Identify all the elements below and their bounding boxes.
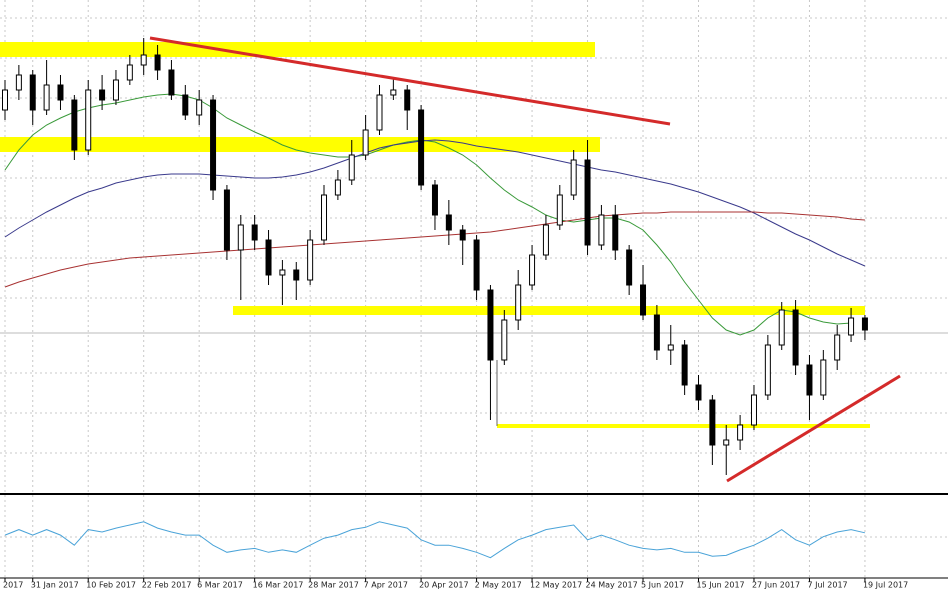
candle-body — [418, 109, 425, 186]
candle-body — [750, 394, 757, 426]
candle-body — [626, 249, 633, 286]
candle-body — [501, 319, 508, 361]
candle-body — [210, 99, 217, 191]
x-tick-label: 27 Jun 2017 — [752, 581, 800, 590]
candle-body — [653, 314, 660, 351]
candle-body — [473, 239, 480, 291]
x-tick-label: 5 Jun 2017 — [641, 581, 684, 590]
trend-line — [726, 374, 901, 483]
candle-body — [112, 79, 119, 101]
candle-body — [251, 224, 258, 241]
x-tick-label: 28 Mar 2017 — [308, 581, 359, 590]
candle-body — [598, 214, 605, 246]
candle-body — [848, 317, 855, 336]
x-tick-label: 10 Feb 2017 — [86, 581, 136, 590]
resistance-band — [0, 42, 595, 57]
candle-body — [196, 99, 203, 116]
candle-body — [723, 439, 730, 446]
candle-body — [404, 89, 411, 111]
x-tick-label: 20 Apr 2017 — [419, 581, 468, 590]
x-tick-label: 12 May 2017 — [530, 581, 582, 590]
candle-body — [529, 254, 536, 286]
candle-body — [237, 224, 244, 251]
candle-body — [279, 269, 286, 276]
candle-body — [99, 89, 106, 101]
candle-body — [71, 99, 78, 151]
candle-body — [2, 89, 8, 111]
candle-body — [459, 229, 466, 241]
candle-body — [640, 284, 647, 316]
candle-body — [445, 214, 452, 231]
candle-body — [834, 334, 841, 361]
x-tick-label: 19 Jul 2017 — [863, 581, 908, 590]
x-tick-label: 6 Mar 2017 — [197, 581, 243, 590]
candle-body — [612, 214, 619, 251]
candle-body — [431, 184, 438, 216]
candle-body — [806, 364, 813, 396]
candle-body — [861, 317, 868, 331]
candle-body — [764, 344, 771, 396]
candle-body — [168, 69, 175, 96]
x-tick-label: 7 Apr 2017 — [364, 581, 408, 590]
moving-average — [4, 139, 866, 267]
candle-body — [85, 89, 92, 151]
candle-body — [334, 179, 341, 196]
candle-body — [321, 194, 328, 241]
candle-body — [695, 384, 702, 401]
candle-body — [667, 344, 674, 351]
plot — [2, 38, 868, 559]
x-tick-label: 2017 — [3, 581, 23, 590]
candle-body — [390, 89, 397, 96]
x-tick-label: 15 Jun 2017 — [697, 581, 745, 590]
x-tick-label: 31 Jan 2017 — [31, 581, 79, 590]
candle-body — [126, 64, 133, 81]
x-tick-label: 24 May 2017 — [586, 581, 638, 590]
candle-body — [348, 154, 355, 181]
candle-body — [556, 194, 563, 226]
candle-body — [307, 239, 314, 281]
candle-body — [182, 94, 189, 116]
candle-body — [709, 399, 716, 446]
candle-body — [820, 359, 827, 396]
candle-body — [154, 54, 161, 71]
candle-body — [43, 84, 50, 111]
candle-body — [265, 239, 272, 276]
x-tick-label: 2 May 2017 — [475, 581, 522, 590]
candle-body — [792, 309, 799, 366]
candle-body — [487, 289, 494, 361]
trend-lines — [149, 36, 901, 483]
candle-body — [515, 284, 522, 321]
candle-body — [737, 424, 744, 441]
x-tick-label: 7 Jul 2017 — [807, 581, 847, 590]
candle-body — [57, 84, 64, 101]
candle-body — [542, 224, 549, 256]
candle-body — [293, 269, 300, 281]
candle-body — [570, 159, 577, 196]
candle-body — [584, 159, 591, 246]
candle-body — [376, 94, 383, 131]
moving-average — [4, 93, 852, 336]
support-band — [233, 306, 865, 315]
candle-body — [362, 129, 369, 156]
candle-body — [140, 54, 147, 66]
x-tick-label: 16 Mar 2017 — [253, 581, 304, 590]
candle-body — [778, 309, 785, 346]
candle-body — [681, 344, 688, 386]
trend-line — [149, 36, 671, 126]
candle-body — [223, 189, 230, 251]
oscillator-line — [4, 521, 866, 559]
moving-average — [4, 211, 865, 288]
candle-body — [15, 74, 22, 91]
candle-body — [29, 74, 36, 111]
x-tick-label: 22 Feb 2017 — [142, 581, 192, 590]
